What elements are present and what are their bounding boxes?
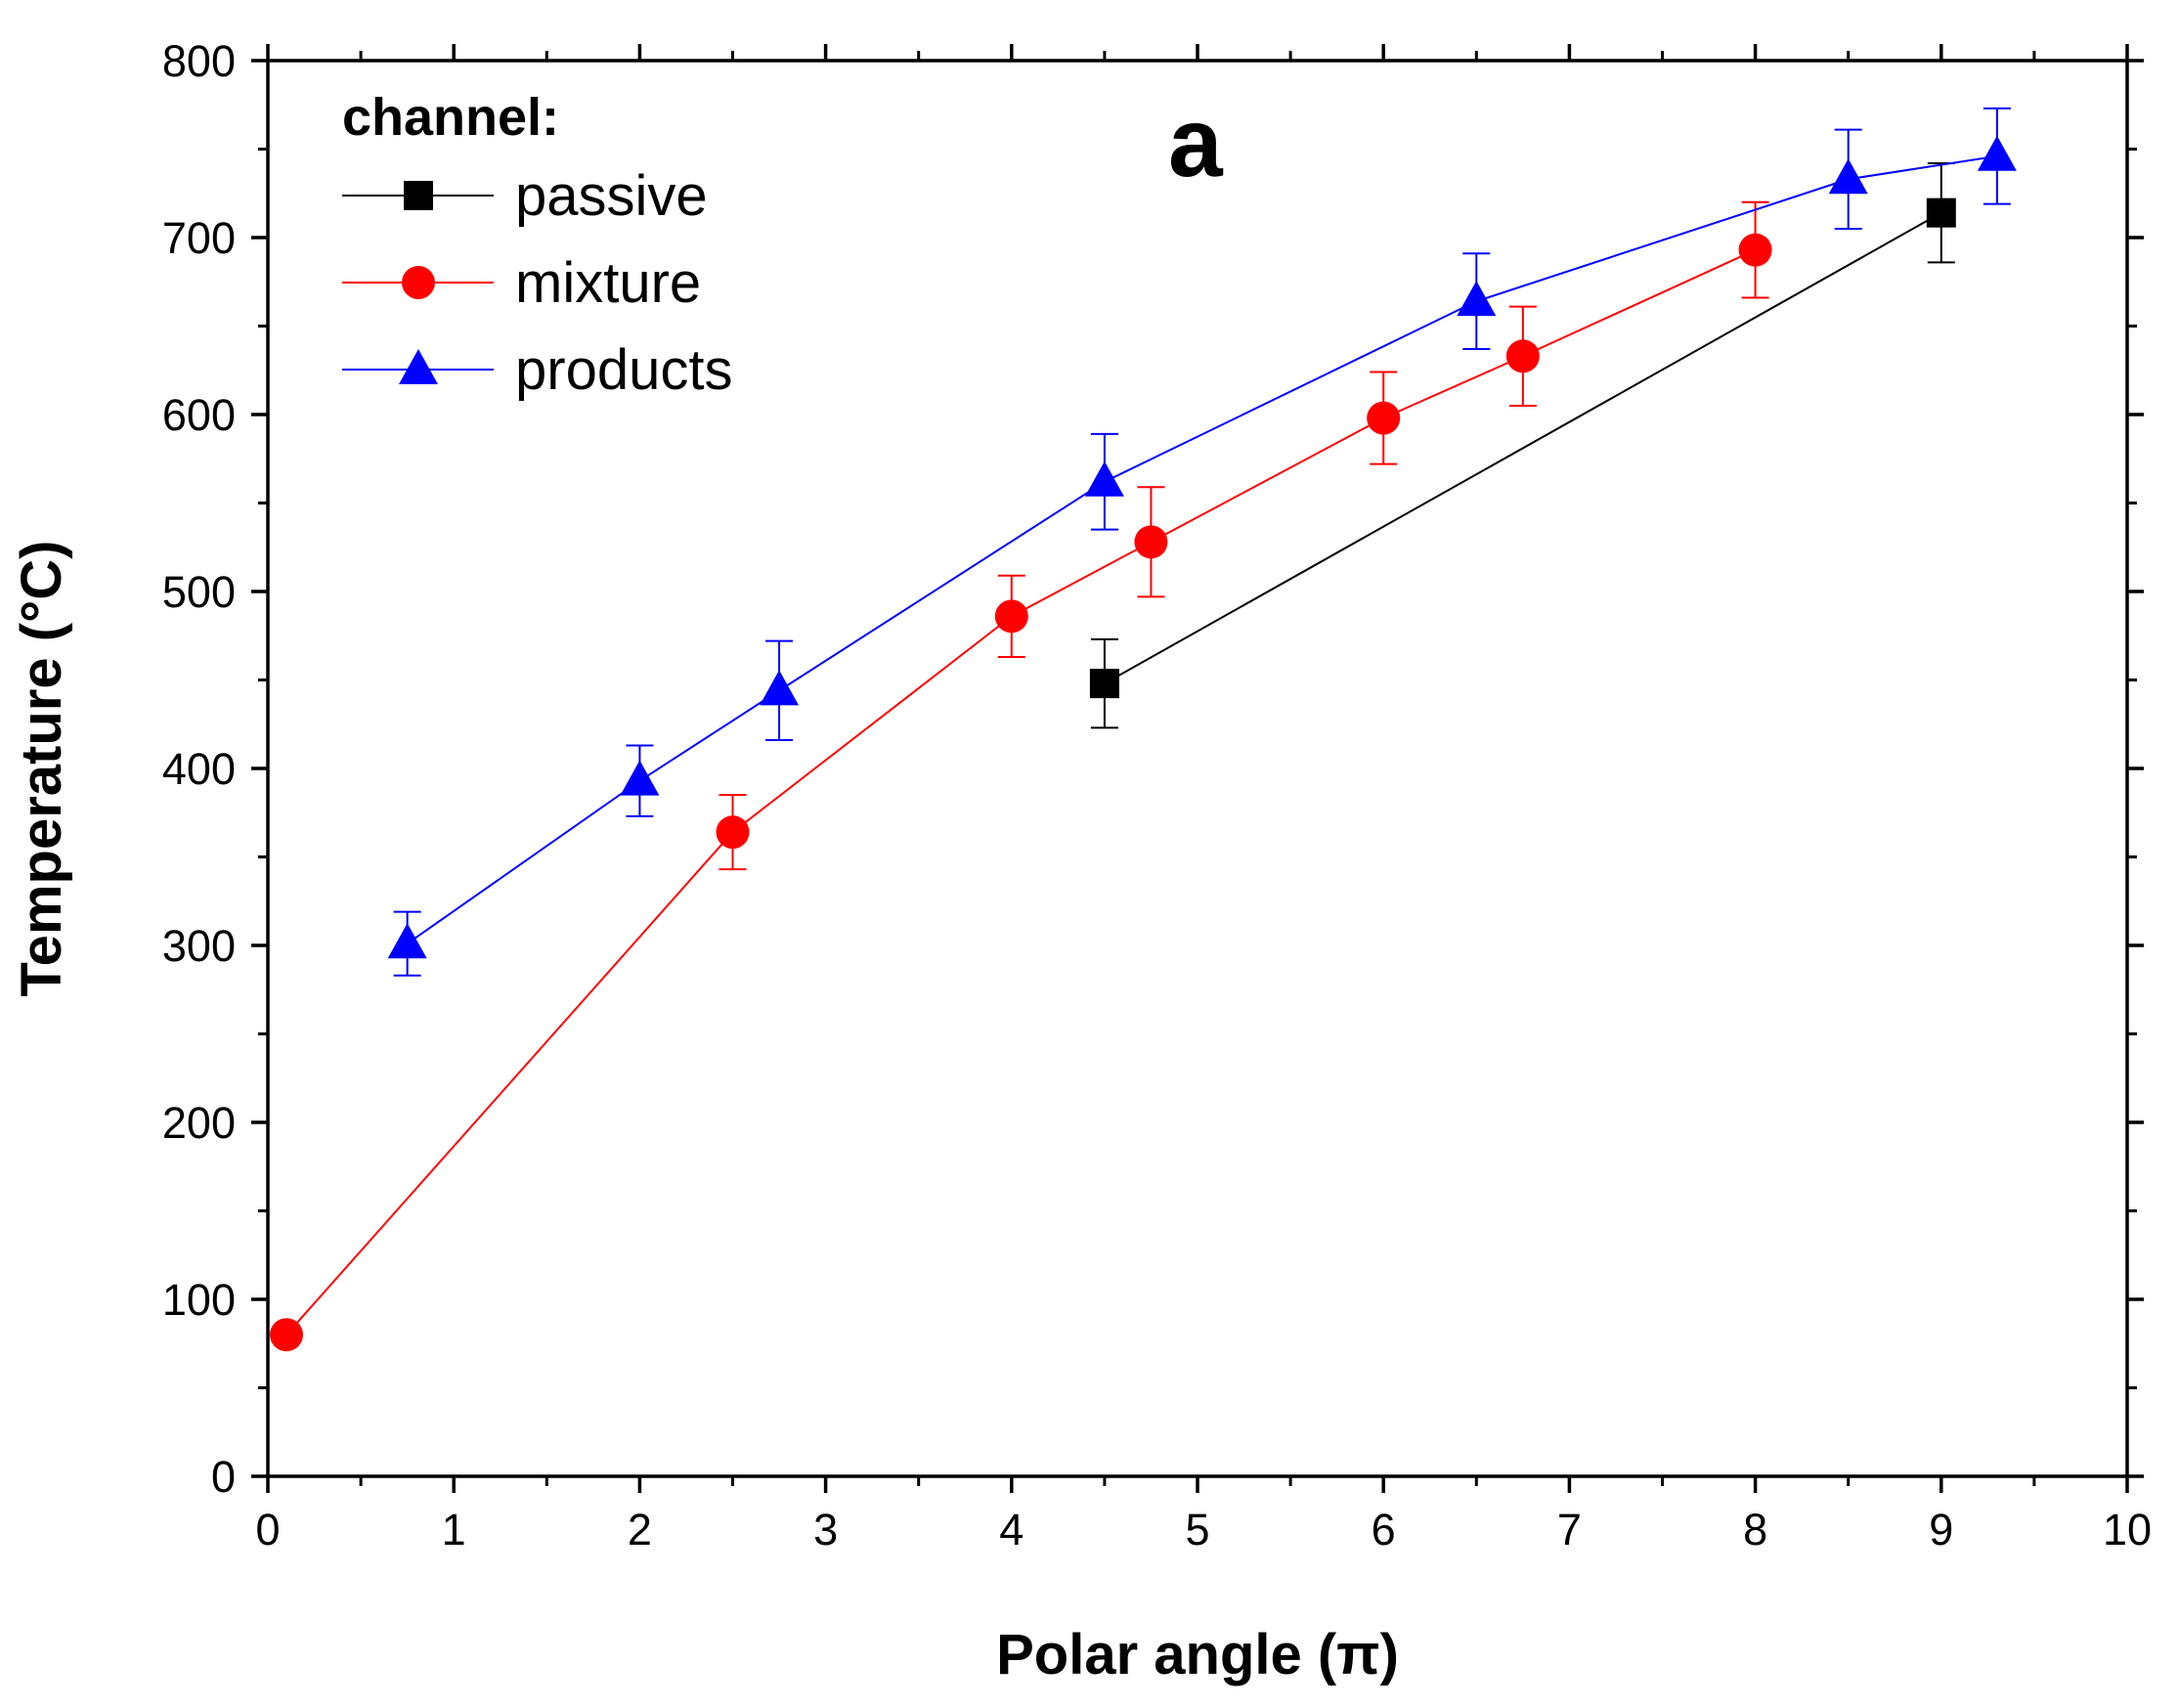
x-tick-label: 3 (813, 1505, 838, 1555)
legend-marker-products (399, 349, 438, 384)
data-point-passive (1089, 669, 1119, 699)
data-point-mixture (994, 599, 1028, 634)
x-tick-label: 8 (1743, 1505, 1767, 1555)
legend-label-passive: passive (515, 164, 708, 228)
data-point-mixture (716, 815, 750, 850)
x-tick-label: 2 (628, 1505, 652, 1555)
y-tick-label: 100 (162, 1275, 236, 1325)
legend: channel: passive mixture products (342, 88, 732, 402)
x-tick-label: 9 (1929, 1505, 1953, 1555)
y-axis-label: Temperature (°C) (10, 541, 73, 997)
series-line-mixture (285, 248, 1757, 1336)
panel-label: a (1168, 88, 1224, 197)
data-point-mixture (270, 1318, 304, 1352)
series-passive (1089, 161, 1956, 729)
data-point-products (1828, 158, 1868, 195)
x-tick-label: 10 (2103, 1505, 2152, 1555)
data-point-products (1084, 460, 1124, 497)
y-tick-label: 0 (211, 1452, 236, 1502)
data-point-products (1977, 135, 2017, 171)
series-layer (270, 107, 2017, 1352)
data-point-products (760, 670, 800, 706)
x-tick-label: 7 (1557, 1505, 1582, 1555)
data-point-mixture (1367, 401, 1401, 435)
data-point-mixture (1738, 233, 1772, 267)
legend-title: channel: (342, 88, 559, 147)
y-tick-label: 400 (162, 744, 236, 794)
series-line-passive (1104, 211, 1942, 684)
y-tick-label: 500 (162, 567, 236, 617)
x-tick-label: 1 (442, 1505, 466, 1555)
x-tick-label: 4 (999, 1505, 1024, 1555)
legend-label-mixture: mixture (515, 251, 701, 315)
x-tick-label: 0 (255, 1505, 280, 1555)
x-axis-label: Polar angle (π) (996, 1623, 1399, 1686)
legend-marker-passive (404, 181, 433, 210)
x-tick-label: 6 (1372, 1505, 1396, 1555)
data-point-mixture (1505, 339, 1540, 373)
y-tick-label: 600 (162, 390, 236, 440)
series-products (387, 107, 2017, 977)
x-tick-label: 5 (1185, 1505, 1209, 1555)
data-point-products (387, 923, 427, 959)
series-mixture (270, 200, 1772, 1352)
data-point-passive (1926, 197, 1956, 228)
data-point-products (1457, 281, 1497, 317)
y-tick-label: 700 (162, 213, 236, 263)
y-tick-label: 300 (162, 921, 236, 971)
y-tick-label: 800 (162, 36, 236, 86)
legend-marker-mixture (402, 266, 435, 299)
legend-label-products: products (515, 338, 732, 402)
y-tick-label: 200 (162, 1098, 236, 1148)
data-point-mixture (1134, 525, 1168, 559)
data-point-products (620, 760, 660, 796)
